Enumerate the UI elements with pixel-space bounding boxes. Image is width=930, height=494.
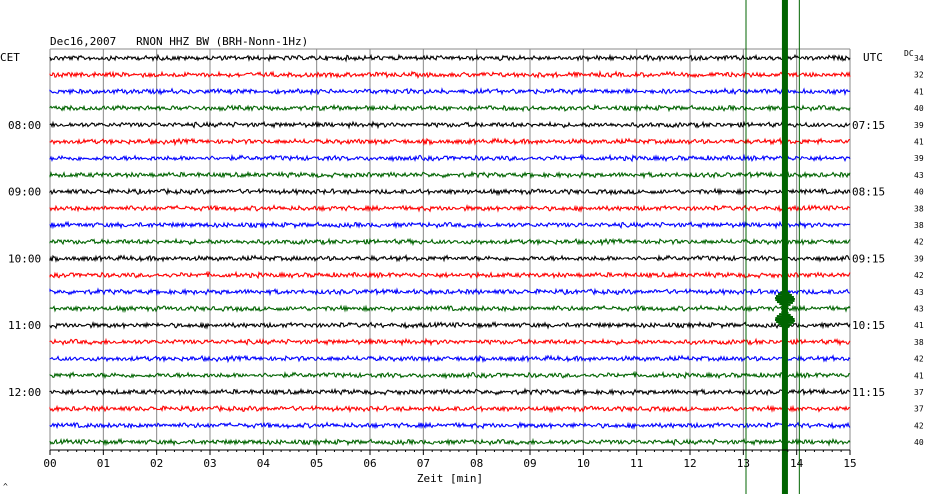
trace-line: [49, 253, 851, 263]
right-time-labels: 07:15 08:15 09:15 10:15 11:15: [852, 119, 885, 399]
dc-value-label: 43: [914, 288, 924, 297]
x-tick-label: 09: [523, 457, 536, 470]
right-time-label: 09:15: [852, 252, 885, 265]
seismic-traces: [49, 53, 851, 447]
dc-value-label: 41: [914, 371, 924, 380]
dc-value-label: 41: [914, 321, 924, 330]
dc-value-label: 40: [914, 104, 924, 113]
x-axis-title: Zeit [min]: [417, 472, 483, 485]
dc-value-label: 39: [914, 254, 924, 263]
x-tick-label: 03: [203, 457, 216, 470]
trace-line: [49, 437, 851, 447]
trace-line: [49, 370, 851, 380]
left-time-label: 12:00: [8, 386, 41, 399]
trace-line: [49, 304, 851, 314]
left-time-labels: 08:00 09:00 10:00 11:00 12:00: [8, 119, 41, 399]
dc-value-label: 43: [914, 171, 924, 180]
x-tick-label: 14: [790, 457, 804, 470]
dc-value-label: 38: [914, 221, 924, 230]
trace-line: [49, 137, 851, 147]
trace-line: [49, 270, 851, 280]
x-axis-ticks: 00 01 02 03 04 05 06 07 08 09 10 11 12 13 14 15: [43, 450, 857, 470]
x-tick-label: 00: [43, 457, 56, 470]
dc-value-label: 38: [914, 338, 924, 347]
trace-line: [49, 337, 851, 347]
dc-value-label: 42: [914, 271, 924, 280]
x-tick-label: 11: [630, 457, 643, 470]
x-tick-label: 08: [470, 457, 483, 470]
dc-value-label: 42: [914, 238, 924, 247]
dc-value-label: 37: [914, 388, 924, 397]
trace-line: [49, 404, 851, 414]
trace-line: [49, 387, 851, 397]
right-time-label: 11:15: [852, 386, 885, 399]
dc-value-labels: 34 32 41 40 39 41 39 43 40 38 38 42 39 42 43 43 41 38 42 41…: [914, 54, 924, 447]
dc-value-label: 34: [914, 54, 924, 63]
dc-value-label: 37: [914, 405, 924, 414]
dc-value-label: 39: [914, 154, 924, 163]
x-tick-label: 05: [310, 457, 323, 470]
dc-value-label: 32: [914, 71, 924, 80]
x-tick-label: 13: [737, 457, 750, 470]
dc-header-label: DC: [904, 49, 914, 58]
trace-line: [49, 87, 851, 96]
left-time-label: 08:00: [8, 119, 41, 132]
trace-line: [49, 287, 851, 297]
dc-value-label: 39: [914, 121, 924, 130]
dc-value-label: 42: [914, 421, 924, 430]
trace-line: [49, 53, 851, 63]
left-zone-label: CET: [0, 51, 20, 64]
trace-line: [49, 320, 851, 330]
trace-line: [49, 204, 851, 213]
trace-line: [49, 170, 851, 180]
left-time-label: 09:00: [8, 186, 41, 199]
dc-value-label: 40: [914, 188, 924, 197]
x-tick-label: 07: [417, 457, 430, 470]
trace-line: [49, 120, 851, 130]
x-tick-label: 01: [97, 457, 110, 470]
right-time-label: 10:15: [852, 319, 885, 332]
dc-value-label: 42: [914, 355, 924, 364]
event-markers: [745, 0, 800, 494]
chart-title: Dec16,2007 RNON HHZ BW (BRH-Nonn-1Hz): [50, 35, 308, 48]
trace-line: [49, 69, 851, 80]
right-time-label: 08:15: [852, 186, 885, 199]
dc-value-label: 41: [914, 87, 924, 96]
dc-value-label: 43: [914, 305, 924, 314]
dc-value-label: 41: [914, 138, 924, 147]
trace-line: [49, 187, 851, 197]
trace-line: [49, 421, 851, 430]
event-marker-thick: [781, 0, 788, 494]
x-tick-label: 06: [363, 457, 376, 470]
right-time-label: 07:15: [852, 119, 885, 132]
x-tick-label: 12: [683, 457, 696, 470]
event-burst: [774, 289, 795, 332]
grid-lines: [49, 48, 851, 450]
x-tick-label: 04: [257, 457, 271, 470]
x-tick-label: 15: [843, 457, 856, 470]
trace-line: [49, 237, 851, 247]
trace-line: [49, 153, 851, 163]
dc-value-label: 40: [914, 438, 924, 447]
left-time-label: 10:00: [8, 252, 41, 265]
trace-line: [49, 354, 851, 364]
left-time-label: 11:00: [8, 319, 41, 332]
trace-line: [49, 103, 851, 113]
right-zone-label: UTC: [863, 51, 883, 64]
x-tick-label: 02: [150, 457, 163, 470]
trace-line: [49, 220, 851, 230]
dc-value-label: 38: [914, 204, 924, 213]
x-tick-label: 10: [577, 457, 590, 470]
bottom-left-mark: ^: [3, 482, 8, 491]
